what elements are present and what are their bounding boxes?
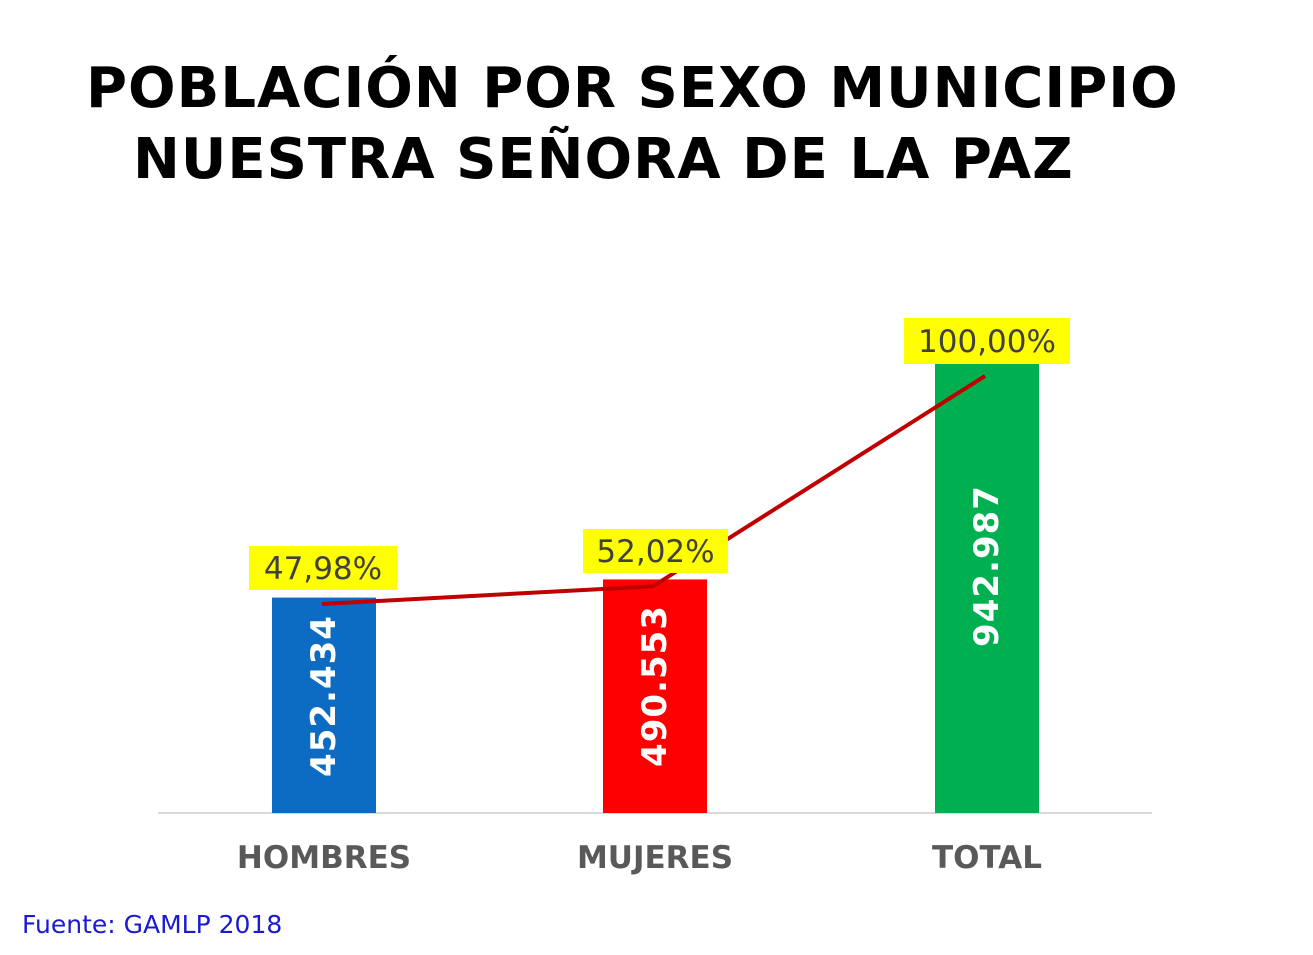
bar-mujeres [603, 579, 707, 813]
category-label-mujeres: MUJERES [577, 840, 733, 876]
percent-label-3: 100,00% [918, 324, 1056, 360]
chart-title-line-1: POBLACIÓN POR SEXO MUNICIPIO [86, 56, 1179, 121]
source-note: Fuente: GAMLP 2018 [22, 910, 283, 939]
bar-value-label-mujeres: 490.553 [635, 605, 675, 767]
category-label-total: TOTAL [932, 840, 1042, 876]
bar-total [935, 364, 1039, 813]
percent-label-bg-2 [583, 529, 728, 573]
bar-hombres [272, 597, 376, 813]
percent-label-bg-1 [249, 546, 397, 590]
chart-title-line-2: NUESTRA SEÑORA DE LA PAZ [133, 127, 1074, 192]
category-label-hombres: HOMBRES [237, 840, 411, 876]
bar-value-label-total: 942.987 [967, 485, 1007, 647]
percent-label-2: 52,02% [596, 534, 714, 570]
bar-value-label-hombres: 452.434 [304, 615, 344, 777]
percentage-line [321, 374, 987, 606]
percent-label-bg-3 [904, 318, 1070, 364]
percent-label-1: 47,98% [264, 551, 382, 587]
